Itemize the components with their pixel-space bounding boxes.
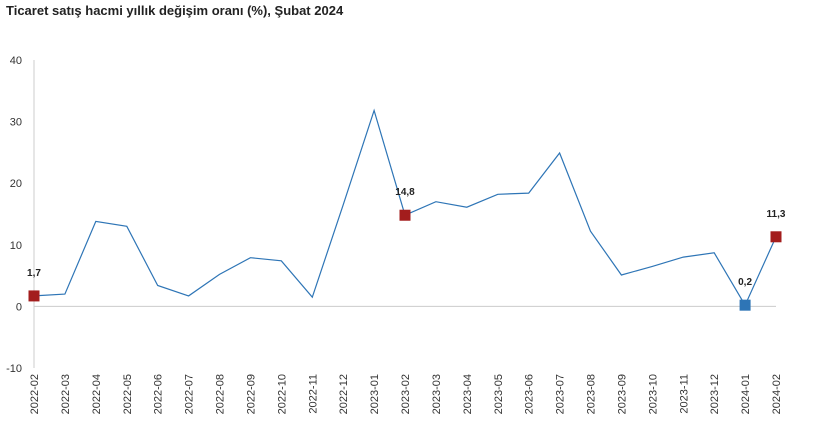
series-line (33, 108, 777, 307)
x-tick-label: 2024-01 (740, 374, 752, 414)
x-tick-label: 2023-09 (616, 374, 628, 414)
x-tick-label: 2022-05 (122, 374, 134, 414)
x-tick-label: 2023-01 (369, 374, 381, 414)
y-tick-label: 40 (10, 55, 22, 67)
x-tick-label: 2023-08 (586, 374, 598, 414)
x-tick-label: 2023-12 (709, 374, 721, 414)
y-tick-label: -10 (6, 363, 22, 375)
data-label: 0,2 (738, 277, 752, 288)
x-tick-label: 2023-03 (431, 374, 443, 414)
x-tick-label: 2023-10 (647, 374, 659, 414)
x-tick-label: 2023-11 (678, 374, 690, 414)
highlight-marker (399, 209, 411, 221)
chart-title: Ticaret satış hacmi yıllık değişim oranı… (6, 3, 344, 18)
x-tick-label: 2022-12 (338, 374, 350, 414)
data-label: 11,3 (767, 209, 786, 220)
y-tick-label: 0 (16, 301, 22, 313)
x-tick-label: 2023-05 (493, 374, 505, 414)
highlight-marker (739, 299, 751, 311)
y-tick-label: 10 (10, 240, 22, 252)
highlight-marker (28, 290, 40, 302)
y-tick-label: 30 (10, 117, 22, 129)
x-tick-label: 2023-04 (462, 374, 474, 414)
highlight-marker (770, 231, 782, 243)
x-tick-label: 2022-08 (215, 374, 227, 414)
x-tick-label: 2023-07 (555, 374, 567, 414)
x-tick-label: 2022-10 (276, 374, 288, 414)
data-label: 14,8 (395, 187, 415, 198)
x-tick-label: 2024-02 (771, 374, 783, 414)
y-tick-label: 20 (10, 178, 22, 190)
x-tick-label: 2022-02 (29, 374, 41, 414)
x-tick-label: 2022-06 (153, 374, 165, 414)
data-label: 1,7 (27, 268, 41, 279)
x-tick-label: 2022-03 (60, 374, 72, 414)
x-tick-label: 2023-06 (524, 374, 536, 414)
x-tick-label: 2023-02 (400, 374, 412, 414)
x-tick-label: 2022-11 (307, 374, 319, 414)
x-tick-label: 2022-09 (245, 374, 257, 414)
x-tick-label: 2022-07 (184, 374, 196, 414)
x-tick-label: 2022-04 (91, 374, 103, 414)
